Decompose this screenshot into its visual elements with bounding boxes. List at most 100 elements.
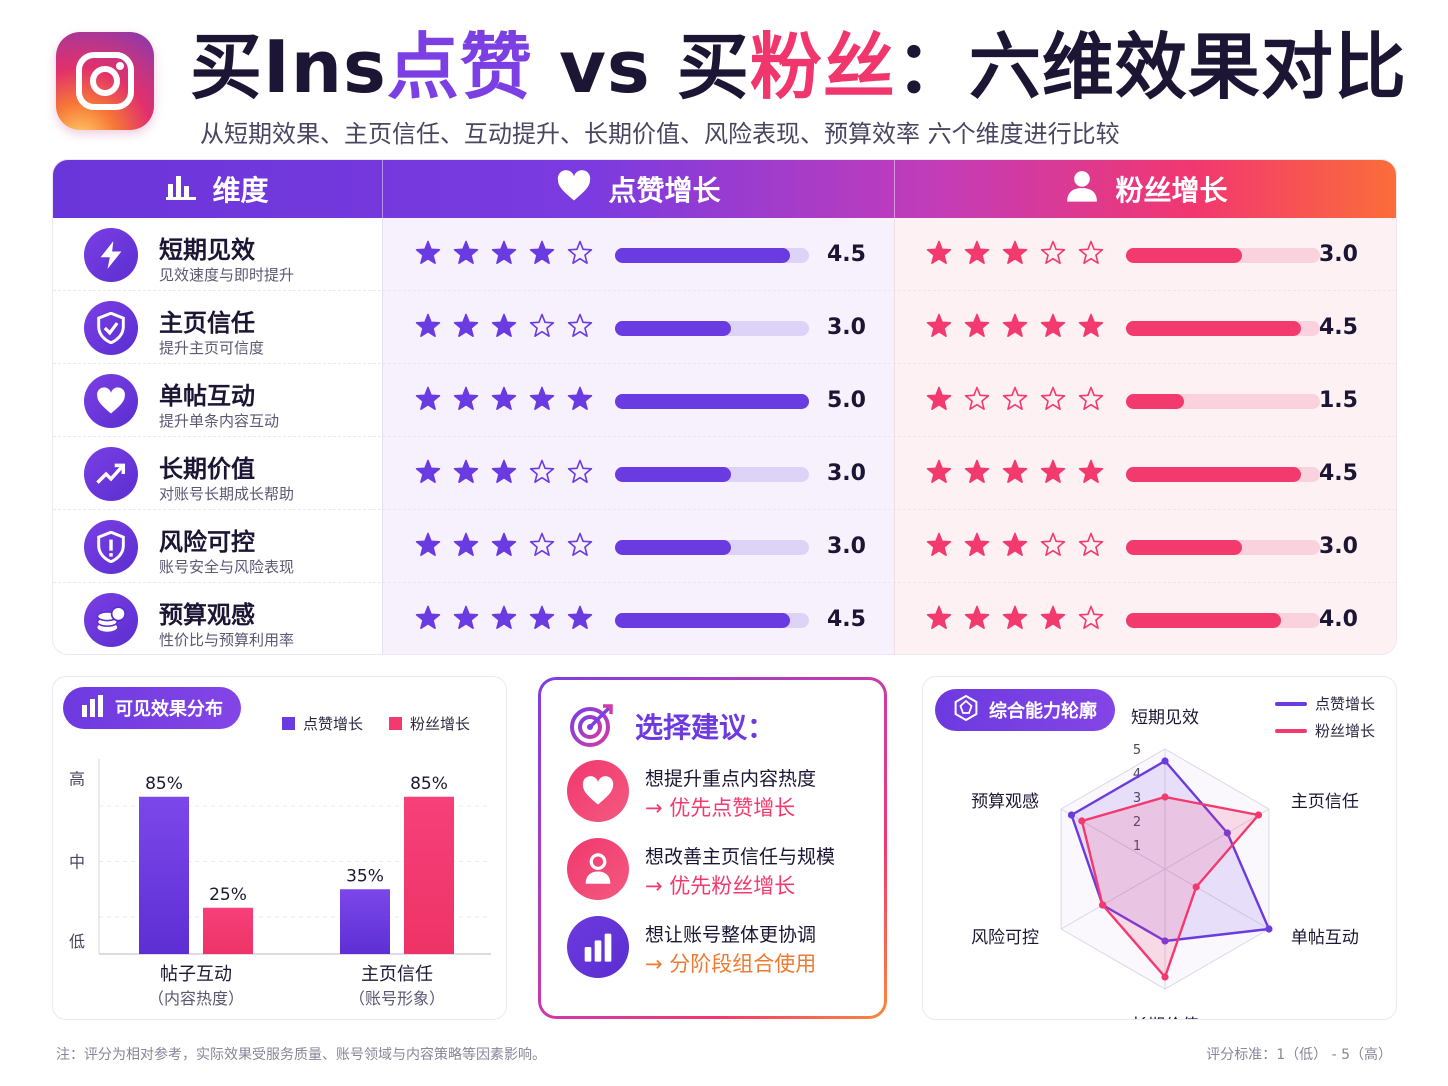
x-tick-label: 主页信任 <box>361 964 433 985</box>
bar-chart-icon <box>166 172 197 207</box>
dimension-name: 短期见效 <box>159 236 255 264</box>
likes-rating-stars <box>415 386 593 414</box>
likes-rating-stars <box>415 532 593 560</box>
radar-spoke <box>1060 868 1166 930</box>
likes-score-bar-fill <box>615 540 732 555</box>
visible-effect-panel: 可见效果分布 点赞增长 粉丝增长 高中低 85% 25% 帖子互动 （内容热度） 35% 8… <box>52 676 507 1020</box>
header-dimension: 维度 <box>53 160 382 218</box>
legend-likes: 点赞增长 <box>282 713 363 734</box>
bar-chart-icon <box>567 916 629 978</box>
radar-axis-label: 单帖互动 <box>1291 928 1359 948</box>
radar-title-pill: 综合能力轮廓 <box>935 689 1115 731</box>
bar-likes <box>340 889 390 954</box>
heart-icon <box>567 760 629 822</box>
radar-tick-label: 1 <box>1133 839 1141 854</box>
fans-score-bar-fill <box>1126 321 1301 336</box>
likes-score-bar <box>615 248 809 263</box>
header-likes: 点赞增长 <box>382 160 894 218</box>
advice-title: 选择建议： <box>635 711 776 744</box>
dimension-desc: 对账号长期成长帮助 <box>159 485 295 503</box>
footer-scale: 评分标准：1（低） - 5（高） <box>1206 1047 1392 1063</box>
radar-tick-label: 2 <box>1133 815 1141 830</box>
radar-point-fans <box>1161 973 1169 981</box>
table-row: 短期见效 见效速度与即时提升 4.5 3.0 <box>53 218 1396 291</box>
dimension-name: 长期价值 <box>159 455 255 483</box>
fans-score-bar-fill <box>1126 248 1243 263</box>
advice-answer-2: → 优先粉丝增长 <box>645 874 796 898</box>
shield-alert-icon <box>84 520 138 574</box>
fans-score-bar <box>1126 248 1320 263</box>
data-label: 85% <box>145 774 183 794</box>
data-label: 85% <box>410 774 448 794</box>
fans-score-value: 1.5 <box>1319 388 1358 413</box>
data-label: 35% <box>346 866 384 886</box>
radar-spoke <box>1060 808 1166 870</box>
table-row: 长期价值 对账号长期成长帮助 3.0 4.5 <box>53 437 1396 510</box>
shield-check-icon <box>84 301 138 355</box>
dimension-desc: 提升单条内容互动 <box>159 412 280 430</box>
radar-tick-label: 5 <box>1133 743 1141 758</box>
fans-score-bar-fill <box>1126 540 1243 555</box>
radar-point-likes <box>1265 925 1273 933</box>
fans-score-bar-fill <box>1126 467 1301 482</box>
dimension-desc: 账号安全与风险表现 <box>159 558 295 576</box>
advice-answer-1: → 优先点赞增长 <box>645 796 796 820</box>
advice-answer-3: → 分阶段组合使用 <box>645 952 817 976</box>
likes-score-value: 4.5 <box>827 242 866 267</box>
y-tick-label: 高 <box>69 769 85 788</box>
radar-spoke <box>1164 808 1270 870</box>
radar-point-likes <box>1161 937 1169 945</box>
radar-point-fans <box>1161 793 1169 801</box>
radar-axis-label: 预算观感 <box>971 792 1039 812</box>
likes-rating-stars <box>415 313 593 341</box>
radar-chart: 1 2 3 4 5 短期见效主页信任单帖互动长期价值 风险可控 预算观感 <box>971 708 1359 1019</box>
fans-rating-stars <box>926 240 1104 268</box>
fans-score-bar <box>1126 613 1320 628</box>
likes-score-bar <box>615 394 809 409</box>
fans-score-value: 3.0 <box>1319 534 1358 559</box>
advice-question-1: 想提升重点内容热度 <box>645 768 817 790</box>
footer-note: 注：评分为相对参考，实际效果受服务质量、账号领域与内容策略等因素影响。 <box>56 1047 546 1063</box>
lightning-icon <box>84 228 138 282</box>
likes-score-bar-fill <box>615 248 790 263</box>
table-row: 单帖互动 提升单条内容互动 5.0 1.5 <box>53 364 1396 437</box>
fans-rating-stars <box>926 459 1104 487</box>
fans-rating-stars <box>926 605 1104 633</box>
radar-point-fans <box>1254 811 1263 819</box>
radar-axis-label: 主页信任 <box>1291 792 1359 812</box>
radar-point-fans <box>1192 883 1200 891</box>
comparison-table: 维度 点赞增长 粉丝增长 短期见效 见效速度与即时提升 4.5 3.0 主页信任 提升主页… <box>52 159 1397 655</box>
dimension-name: 主页信任 <box>159 309 255 337</box>
y-tick-label: 低 <box>69 932 85 951</box>
likes-rating-stars <box>415 240 593 268</box>
radar-legend-likes: 点赞增长 <box>1275 693 1375 714</box>
radar-panel: 综合能力轮廓 点赞增长 粉丝增长 1 2 3 4 5 短期见效主页信任单帖互动长期价值 风险… <box>922 676 1397 1020</box>
radar-axis-label: 风险可控 <box>971 928 1039 948</box>
advice-question-3: 想让账号整体更协调 <box>645 924 817 946</box>
radar-point-likes <box>1161 757 1169 765</box>
dimension-desc: 见效速度与即时提升 <box>159 266 295 284</box>
radar-point-fans <box>1099 901 1107 909</box>
bar-likes <box>139 796 189 954</box>
fans-rating-stars <box>926 386 1104 414</box>
instagram-logo-icon <box>56 32 154 130</box>
fans-rating-stars <box>926 532 1104 560</box>
fans-score-value: 4.5 <box>1319 315 1358 340</box>
radar-tick-label: 4 <box>1133 767 1141 782</box>
bar-chart-icon <box>81 694 105 722</box>
likes-score-value: 4.5 <box>827 607 866 632</box>
fans-score-bar <box>1126 467 1320 482</box>
page-title: 买Ins点赞 vs 买粉丝：六维效果对比 <box>190 25 1407 109</box>
coins-icon <box>84 593 138 647</box>
likes-score-bar <box>615 321 809 336</box>
likes-rating-stars <box>415 459 593 487</box>
trend-up-icon <box>84 447 138 501</box>
user-icon <box>1065 169 1099 210</box>
data-label: 25% <box>209 885 247 905</box>
target-icon <box>569 702 615 752</box>
table-row: 主页信任 提升主页可信度 3.0 4.5 <box>53 291 1396 364</box>
radar-point-likes <box>1223 829 1231 837</box>
fans-score-value: 4.5 <box>1319 461 1358 486</box>
likes-score-bar-fill <box>615 467 732 482</box>
dimension-desc: 性价比与预算利用率 <box>159 631 295 649</box>
